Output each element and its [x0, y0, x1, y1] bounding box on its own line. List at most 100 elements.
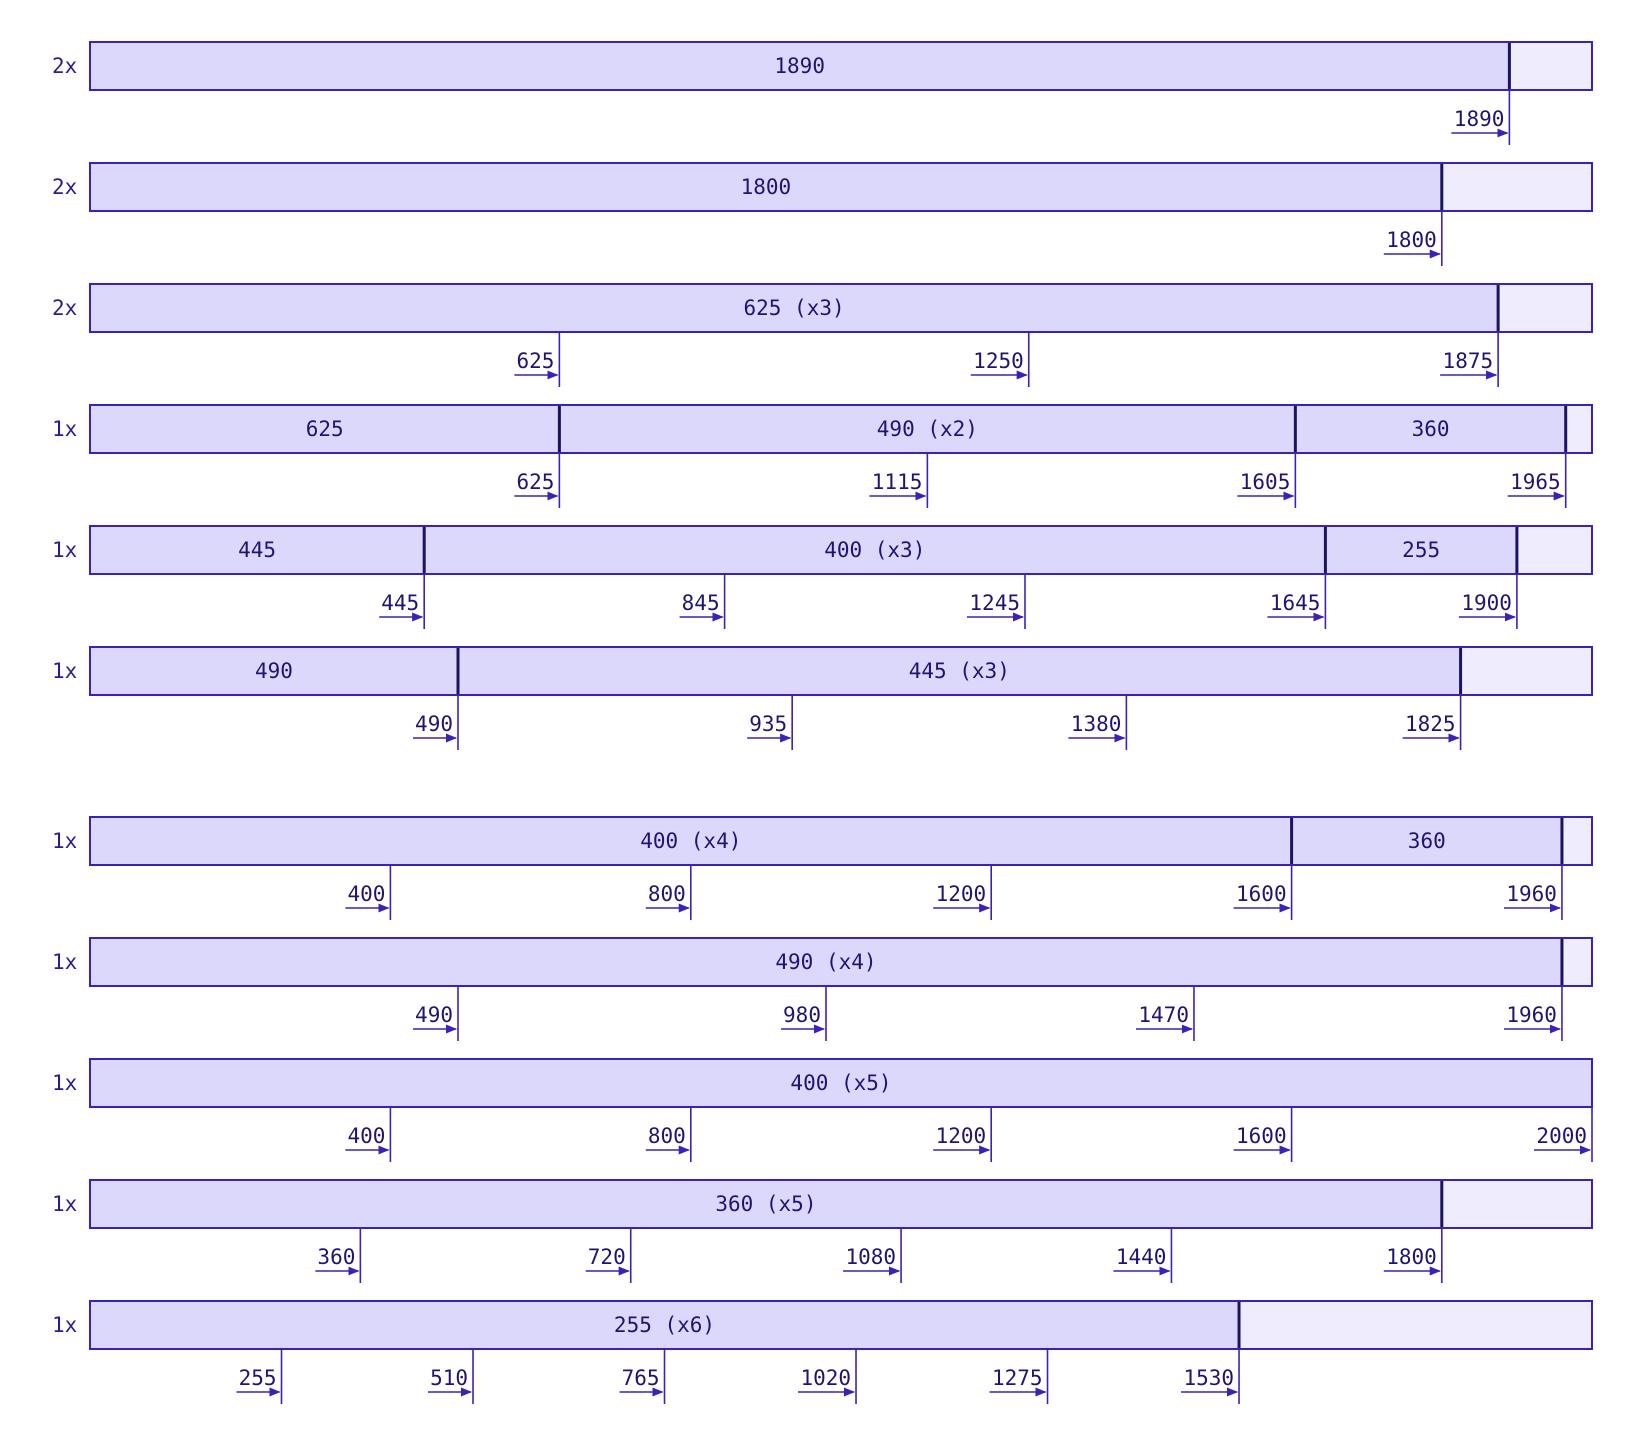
tick: 400: [345, 865, 392, 920]
diagram-row: 1x 255 (x6) 255 510 765 1020 1275 1530: [52, 1300, 1593, 1404]
tick: 1440: [1113, 1228, 1173, 1283]
tick-label: 360: [317, 1245, 355, 1269]
tick: 1890: [1451, 90, 1511, 145]
tick-label: 1600: [1236, 882, 1287, 906]
tick-label: 2000: [1536, 1124, 1587, 1148]
row-multiplier: 1x: [52, 950, 77, 974]
segment-label: 490: [255, 659, 293, 683]
tick: 765: [619, 1349, 666, 1404]
segment-label: 625 (x3): [743, 296, 844, 320]
segment-label: 490 (x4): [775, 950, 876, 974]
tick-label: 1200: [936, 882, 987, 906]
tick-label: 1380: [1071, 712, 1122, 736]
tick: 2000: [1534, 1107, 1593, 1162]
tick-label: 625: [516, 349, 554, 373]
segment-label: 625: [306, 417, 344, 441]
segment-label: 490 (x2): [877, 417, 978, 441]
tick-label: 625: [516, 470, 554, 494]
tick-label: 800: [648, 1124, 686, 1148]
tick-label: 1275: [992, 1366, 1043, 1390]
row-multiplier: 1x: [52, 1071, 77, 1095]
tick: 400: [345, 1107, 392, 1162]
tick: 1380: [1068, 695, 1128, 750]
bar-segment: [89, 1300, 1241, 1350]
bar-segment: [1294, 404, 1567, 454]
tick-label: 400: [347, 1124, 385, 1148]
tick-label: 1600: [1236, 1124, 1287, 1148]
tick: 445: [379, 574, 425, 629]
tick-label: 490: [415, 712, 453, 736]
tick: 1200: [933, 1107, 993, 1162]
tick: 1275: [989, 1349, 1049, 1404]
row-multiplier: 2x: [52, 54, 77, 78]
tick: 800: [645, 1107, 692, 1162]
tick: 980: [780, 986, 827, 1041]
tick-label: 1965: [1510, 470, 1561, 494]
tick: 935: [747, 695, 793, 750]
tick-label: 1440: [1116, 1245, 1167, 1269]
tick: 720: [585, 1228, 632, 1283]
diagram-row: 1x 445 400 (x3) 255 445 845 1245 1645 1900: [52, 525, 1593, 629]
tick-label: 255: [239, 1366, 277, 1390]
tick: 1115: [869, 453, 929, 508]
tick: 1825: [1402, 695, 1462, 750]
tick-label: 1470: [1138, 1003, 1189, 1027]
tick-label: 1890: [1454, 107, 1505, 131]
bar-segment: [423, 525, 1327, 575]
tick: 360: [315, 1228, 362, 1283]
tick-label: 1605: [1240, 470, 1291, 494]
tick: 800: [645, 865, 692, 920]
segment-label: 360: [1412, 417, 1450, 441]
segment-label: 445: [238, 538, 276, 562]
diagram-row: 1x 400 (x5) 400 800 1200 1600 2000: [52, 1058, 1593, 1162]
segment-label: 360: [1408, 829, 1446, 853]
tick-label: 765: [622, 1366, 660, 1390]
tick-label: 400: [347, 882, 385, 906]
tick: 1250: [970, 332, 1030, 387]
tick-label: 1875: [1443, 349, 1494, 373]
rows-layer: 2x 1890 1890 2x 1800 1800 2x 625 (x3) 625 1250 187…: [52, 41, 1593, 1404]
tick: 625: [514, 453, 561, 508]
bar-segment: [89, 937, 1563, 987]
tick: 1960: [1503, 865, 1563, 920]
tick: 1800: [1383, 211, 1443, 266]
tick-label: 1960: [1506, 882, 1557, 906]
tick: 1245: [966, 574, 1026, 629]
diagram-row: 2x 1890 1890: [52, 41, 1593, 145]
tick: 1645: [1267, 574, 1327, 629]
tick-label: 1800: [1386, 228, 1437, 252]
tick-label: 1800: [1386, 1245, 1437, 1269]
tick-label: 1200: [936, 1124, 987, 1148]
tick-label: 445: [381, 591, 419, 615]
tick: 625: [514, 332, 561, 387]
tick-label: 1080: [846, 1245, 897, 1269]
tick-label: 1530: [1183, 1366, 1234, 1390]
row-multiplier: 2x: [52, 296, 77, 320]
tick: 255: [236, 1349, 283, 1404]
tick: 1600: [1233, 1107, 1293, 1162]
tick: 1530: [1181, 1349, 1240, 1404]
segment-label: 400 (x5): [790, 1071, 891, 1095]
diagram-row: 2x 1800 1800: [52, 162, 1593, 266]
row-multiplier: 1x: [52, 829, 77, 853]
tick-label: 720: [588, 1245, 626, 1269]
diagram-row: 1x 400 (x4) 360 400 800 1200 1600 1960: [52, 816, 1593, 920]
tick-label: 1250: [973, 349, 1024, 373]
row-multiplier: 1x: [52, 1192, 77, 1216]
tick-label: 1245: [969, 591, 1020, 615]
diagram-row: 1x 360 (x5) 360 720 1080 1440 1800: [52, 1179, 1593, 1283]
tick-label: 1645: [1270, 591, 1321, 615]
diagram-row: 1x 490 (x4) 490 980 1470 1960: [52, 937, 1593, 1041]
tick-label: 510: [430, 1366, 468, 1390]
bar-segment: [89, 525, 426, 575]
tick: 510: [428, 1349, 474, 1404]
bar-segment: [89, 162, 1443, 212]
bar-segment: [89, 283, 1500, 333]
tick: 1470: [1135, 986, 1195, 1041]
tick-label: 1960: [1506, 1003, 1557, 1027]
diagram-row: 2x 625 (x3) 625 1250 1875: [52, 283, 1593, 387]
tick-label: 1900: [1461, 591, 1512, 615]
segment-label: 1800: [741, 175, 792, 199]
segment-label: 255 (x6): [614, 1313, 715, 1337]
